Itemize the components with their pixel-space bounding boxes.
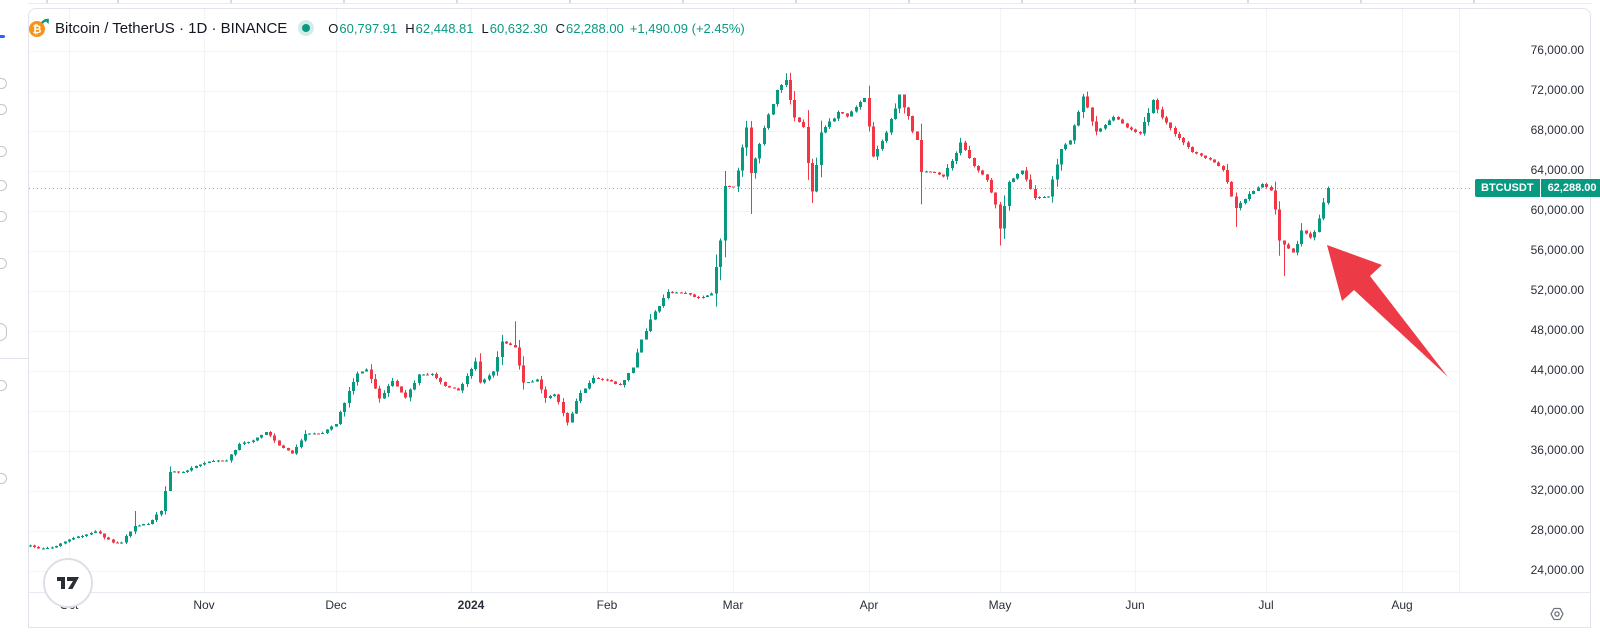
price-tick-label: 76,000.00 xyxy=(1530,43,1584,57)
toolbar-icon-fragment xyxy=(0,380,7,391)
market-status-dot-icon[interactable] xyxy=(298,20,315,36)
left-toolbar-strip[interactable] xyxy=(0,8,28,628)
high-key: H xyxy=(405,20,415,36)
scale-settings-icon[interactable] xyxy=(1548,605,1566,623)
time-tick-label: Apr xyxy=(859,598,879,612)
tradingview-logo[interactable] xyxy=(43,558,93,608)
toolbar-icon-fragment xyxy=(0,104,7,115)
top-border xyxy=(28,3,1592,4)
low-value: 60,632.30 xyxy=(489,20,548,36)
price-tick-label: 44,000.00 xyxy=(1530,363,1584,377)
price-tick-label: 24,000.00 xyxy=(1530,563,1584,577)
price-tick-label: 56,000.00 xyxy=(1530,243,1584,257)
toolbar-icon-fragment xyxy=(0,78,7,89)
chart-legend: ₿ Bitcoin / TetherUS · 1D · BINANCE O60,… xyxy=(29,17,745,39)
time-tick-label: Feb xyxy=(596,598,618,612)
time-tick-label: 2024 xyxy=(457,598,485,612)
price-tick-label: 40,000.00 xyxy=(1530,403,1584,417)
close-key: C xyxy=(555,20,565,36)
time-tick-label: Aug xyxy=(1391,598,1413,612)
toolbar-icon-fragment xyxy=(0,473,7,484)
cropped-top-toolbar xyxy=(30,0,1570,4)
bitcoin-logo-icon: ₿ xyxy=(29,18,49,38)
time-tick-label: Nov xyxy=(193,598,215,612)
svg-text:₿: ₿ xyxy=(33,23,42,36)
chart-panel[interactable] xyxy=(28,8,1591,628)
price-tick-label: 36,000.00 xyxy=(1530,443,1584,457)
price-tick-label: 64,000.00 xyxy=(1530,163,1584,177)
price-tick-label: 68,000.00 xyxy=(1530,123,1584,137)
time-tick-label: Mar xyxy=(722,598,744,612)
high-value: 62,448.81 xyxy=(415,20,474,36)
price-tick-label: 48,000.00 xyxy=(1530,323,1584,337)
price-tick-label: 52,000.00 xyxy=(1530,283,1584,297)
time-tick-label: May xyxy=(988,598,1012,612)
price-tick-label: 32,000.00 xyxy=(1530,483,1584,497)
last-price-flag: BTCUSDT 62,288.00 xyxy=(1475,179,1600,197)
change-value: +1,490.09 (+2.45%) xyxy=(629,20,745,36)
open-value: 60,797.91 xyxy=(339,20,398,36)
time-tick-label: Jun xyxy=(1125,598,1145,612)
price-tick-label: 28,000.00 xyxy=(1530,523,1584,537)
tradingview-logo-glyph xyxy=(57,577,79,589)
toolbar-icon-fragment xyxy=(0,180,7,191)
toolbar-icon-fragment xyxy=(0,258,7,269)
annotation-arrow[interactable] xyxy=(1327,245,1448,377)
toolbar-icon-fragment xyxy=(0,35,5,38)
price-tick-label: 72,000.00 xyxy=(1530,83,1584,97)
price-tick-label: 60,000.00 xyxy=(1530,203,1584,217)
low-key: L xyxy=(481,20,489,36)
ohlc-values: O60,797.91 H62,448.81 L60,632.30 C62,288.00… xyxy=(328,21,744,36)
symbol-title[interactable]: Bitcoin / TetherUS · 1D · BINANCE xyxy=(55,19,288,37)
toolbar-icon-fragment xyxy=(0,211,7,222)
toolbar-divider xyxy=(0,358,28,359)
time-tick-label: Jul xyxy=(1258,598,1274,612)
price-flag-symbol: BTCUSDT xyxy=(1475,179,1540,197)
time-axis-border xyxy=(29,592,1590,593)
open-key: O xyxy=(328,20,339,36)
time-tick-label: Dec xyxy=(325,598,347,612)
price-axis-border xyxy=(1459,9,1460,592)
close-value: 62,288.00 xyxy=(565,20,624,36)
toolbar-icon-fragment xyxy=(0,146,7,157)
price-flag-value: 62,288.00 xyxy=(1540,179,1600,197)
